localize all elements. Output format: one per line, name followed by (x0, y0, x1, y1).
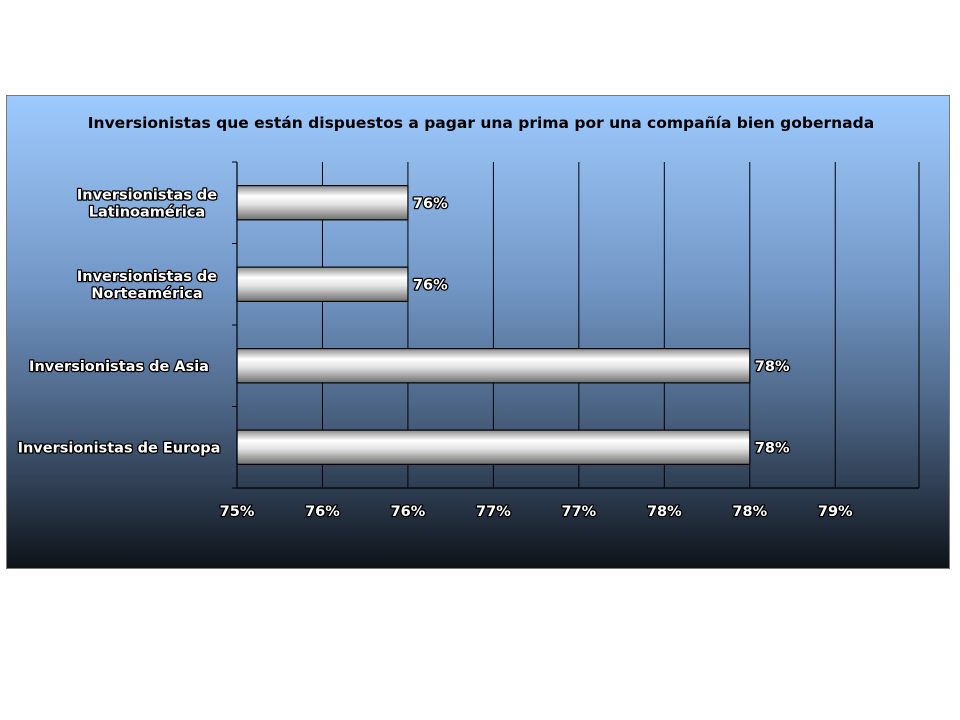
labels: 75% 76% 76% 77% 77% 78% 78% 79% 76% Inversionista… (16, 186, 854, 521)
category-label: Inversionistas de Europa (18, 440, 221, 456)
category-label: Inversionistas de Norteamérica (77, 269, 217, 302)
chart-frame: Inversionistas que están dispuestos a pa… (6, 95, 950, 569)
category-label-line: Inversionistas de (77, 187, 217, 203)
category-label-line: Inversionistas de (77, 269, 217, 285)
category-label: Inversionistas de Asia (29, 359, 209, 375)
x-tick-label: 78% (732, 504, 767, 520)
value-label: 76% (413, 196, 448, 212)
value-label: 76% (413, 277, 448, 293)
x-tick-label: 77% (476, 504, 511, 520)
bar-chart: Inversionistas que están dispuestos a pa… (16, 114, 920, 521)
x-tick-label: 79% (818, 504, 853, 520)
x-tick-label: 77% (561, 504, 596, 520)
category-label-line: Latinoamérica (89, 204, 205, 220)
category-label-line: Inversionistas de Asia (29, 359, 209, 375)
x-tick-label: 78% (647, 504, 682, 520)
category-label: Inversionistas de Latinoamérica (77, 187, 217, 220)
category-label-line: Inversionistas de Europa (18, 440, 221, 456)
value-label: 78% (755, 359, 790, 375)
category-label-line: Norteamérica (91, 286, 202, 302)
bars (236, 185, 751, 465)
x-tick-label: 76% (391, 504, 426, 520)
bar (236, 429, 751, 465)
chart-title: Inversionistas que están dispuestos a pa… (88, 114, 874, 132)
bar (236, 266, 409, 302)
value-label: 78% (755, 440, 790, 456)
bar (236, 185, 409, 221)
x-tick-label: 75% (220, 504, 255, 520)
x-tick-label: 76% (305, 504, 340, 520)
axes (232, 161, 919, 489)
bar (236, 348, 751, 384)
